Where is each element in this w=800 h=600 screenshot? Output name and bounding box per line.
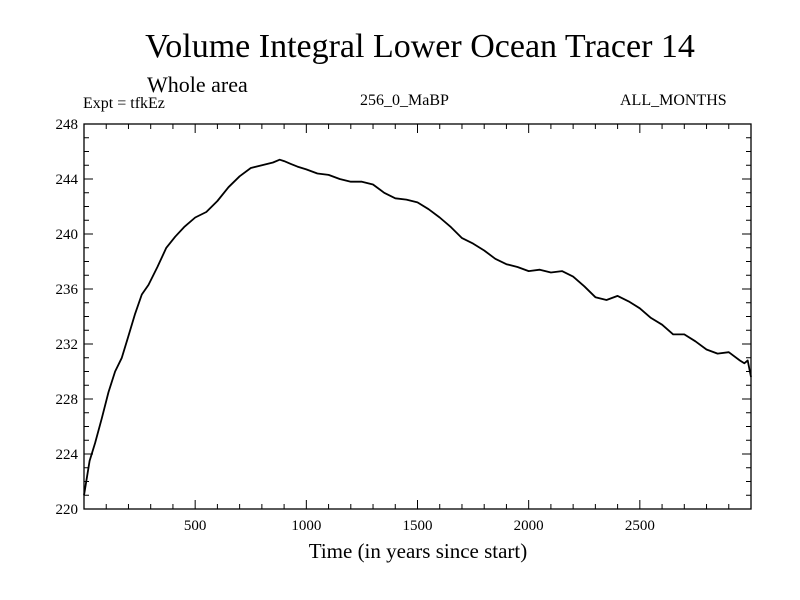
x-tick-label: 1000 — [291, 518, 321, 534]
y-tick-label: 248 — [56, 117, 79, 133]
chart-title: Volume Integral Lower Ocean Tracer 14 — [145, 28, 695, 65]
y-tick-label: 224 — [56, 447, 79, 463]
x-tick-label: 500 — [184, 518, 207, 534]
axis-tick-labels: 500 1000 1500 2000 2500 220 224 228 232 236 240 244… — [56, 117, 655, 534]
period-label: 256_0_MaBP — [360, 92, 449, 109]
x-tick-label: 2000 — [514, 518, 544, 534]
chart-subtitle: Whole area — [147, 72, 248, 97]
y-tick-label: 220 — [56, 502, 79, 518]
x-tick-label: 2500 — [625, 518, 655, 534]
y-tick-label: 232 — [56, 337, 79, 353]
x-tick-label: 1500 — [403, 518, 433, 534]
y-tick-label: 236 — [56, 282, 79, 298]
y-tick-label: 244 — [56, 172, 79, 188]
experiment-label: Expt = tfkEz — [83, 95, 165, 112]
plot-frame — [83, 123, 752, 510]
y-tick-label: 228 — [56, 392, 79, 408]
months-label: ALL_MONTHS — [620, 92, 727, 109]
x-axis-label: Time (in years since start) — [308, 539, 528, 563]
series-line — [83, 158, 752, 496]
y-tick-label: 240 — [56, 227, 79, 243]
axis-ticks — [84, 124, 751, 509]
